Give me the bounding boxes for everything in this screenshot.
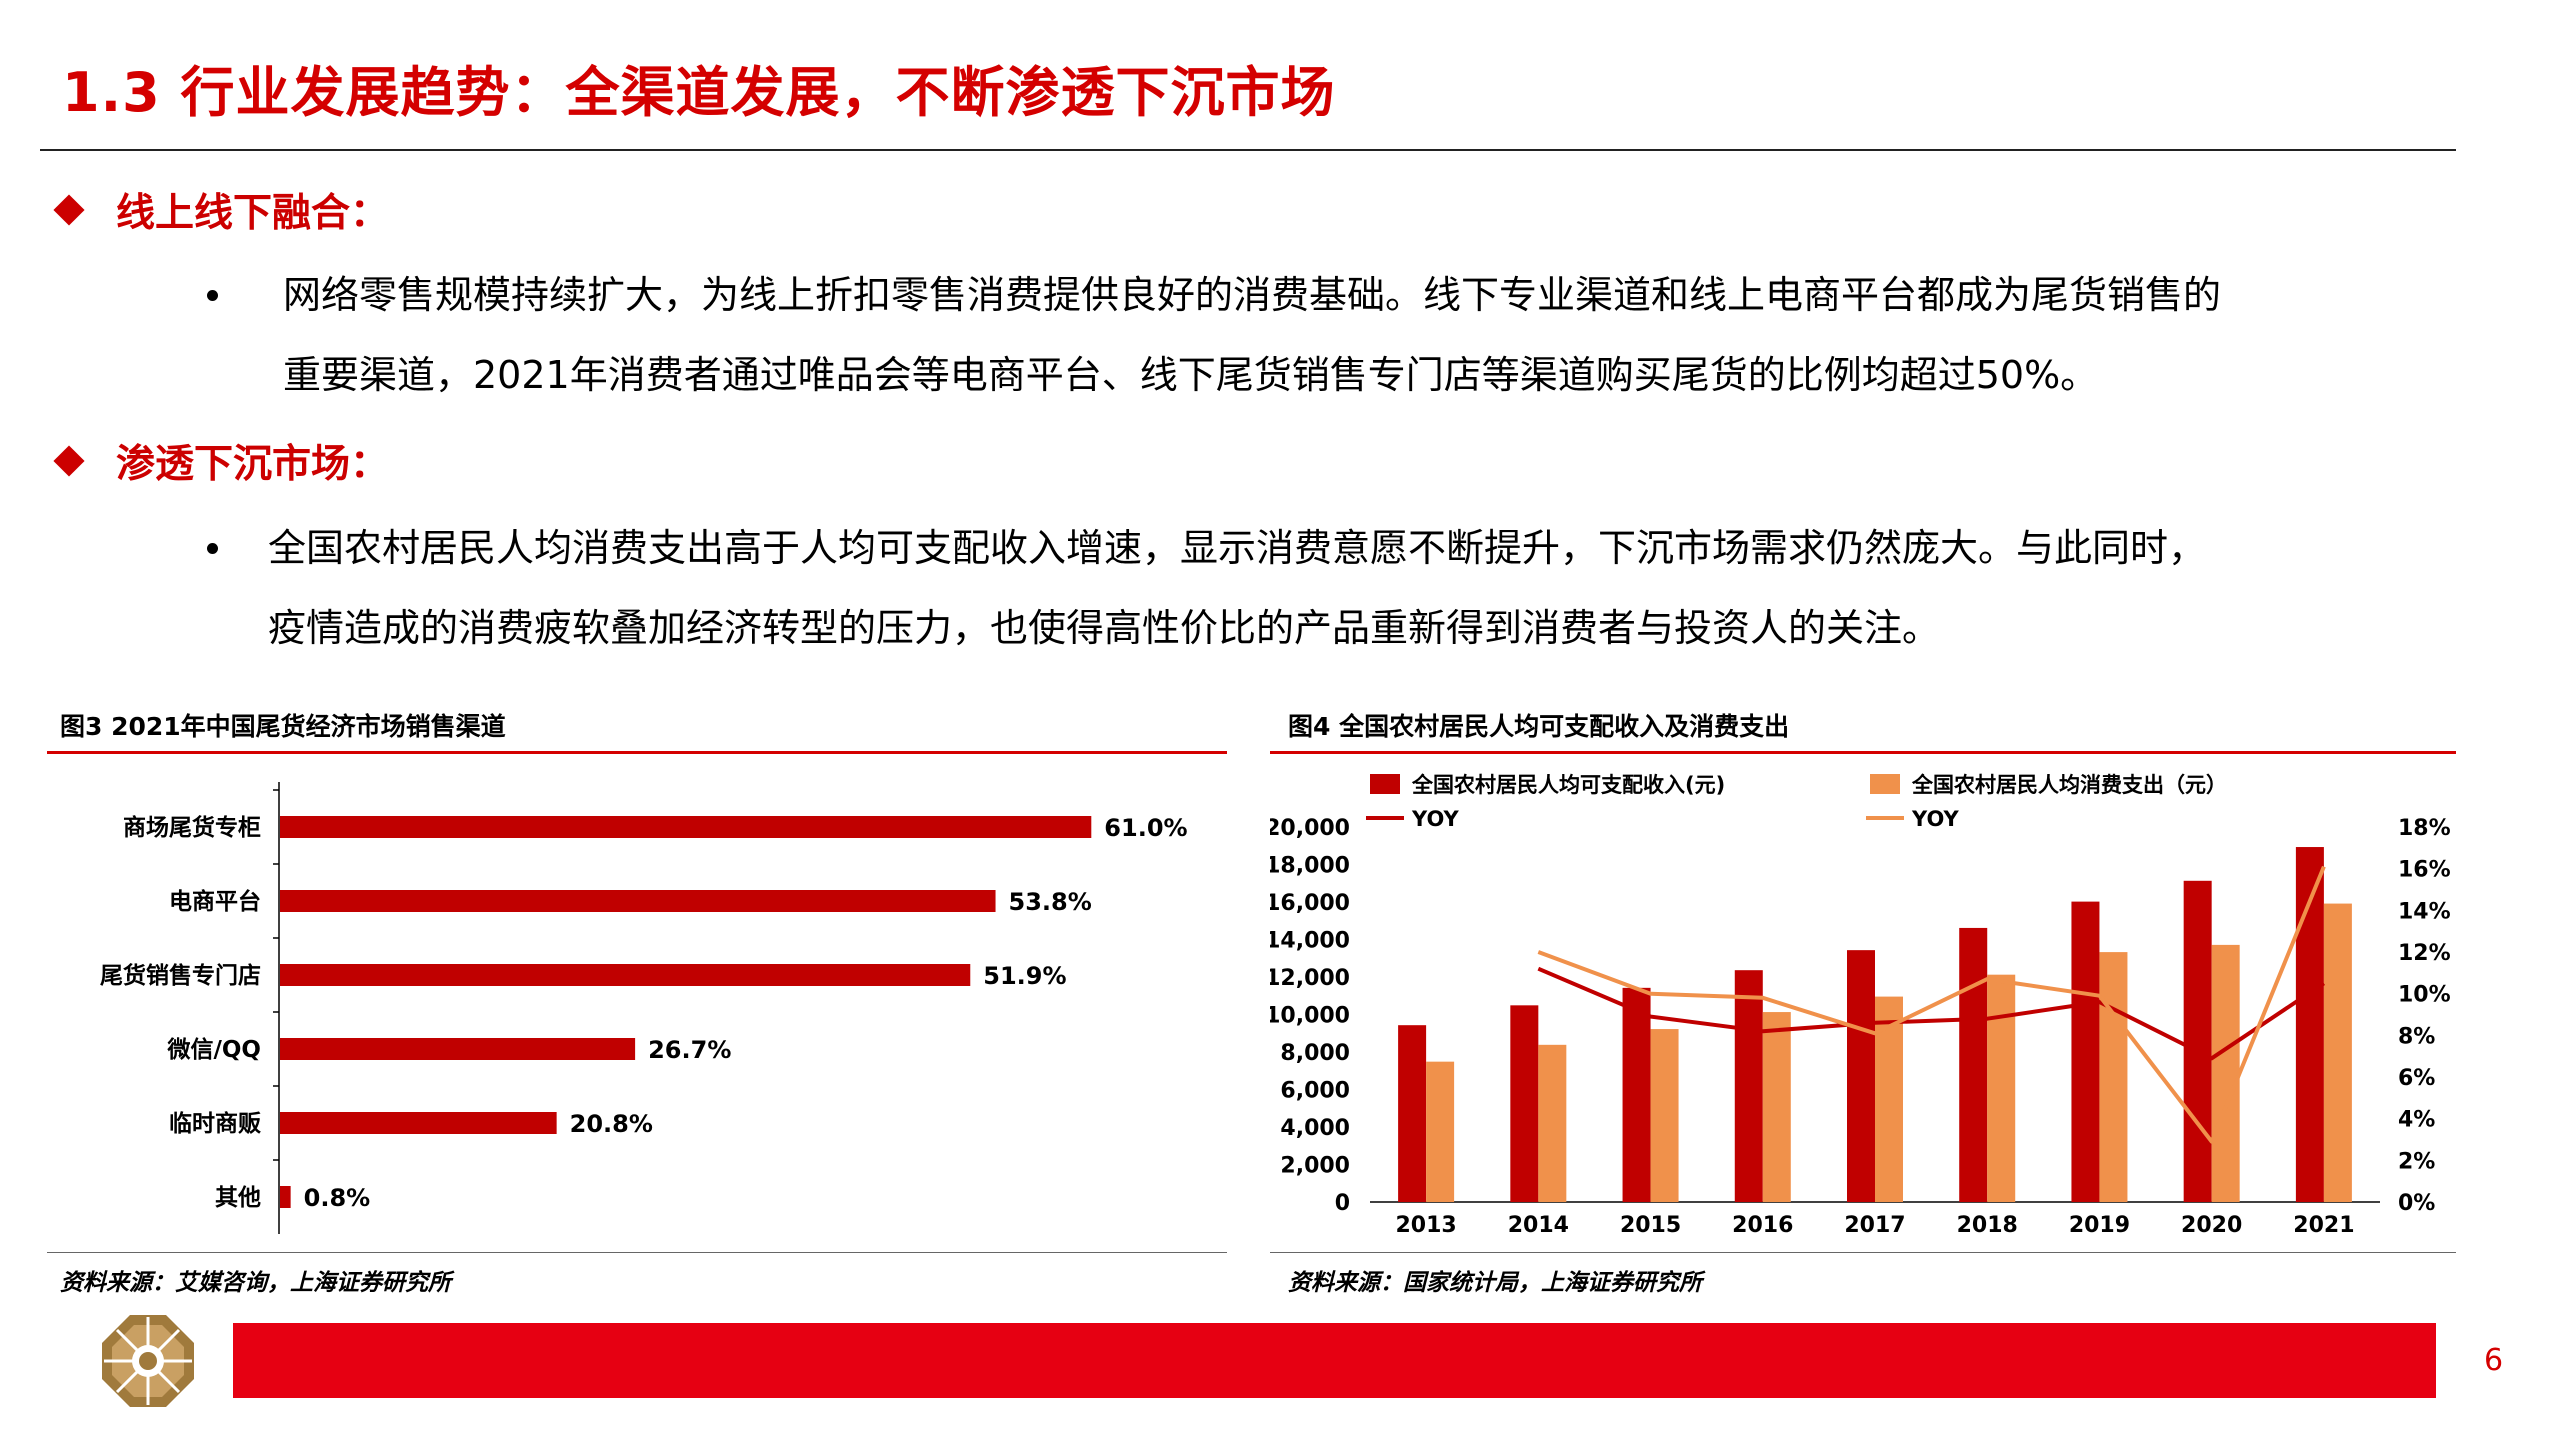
bar bbox=[280, 1112, 557, 1134]
x-axis-tick-label: 2021 bbox=[2293, 1213, 2354, 1238]
value-label: 53.8% bbox=[1009, 888, 1092, 916]
right-axis-tick-label: 0% bbox=[2398, 1191, 2435, 1216]
category-label: 尾货销售专门店 bbox=[100, 962, 261, 989]
left-axis-tick-label: 6,000 bbox=[1280, 1079, 1350, 1104]
legend-label: YOY bbox=[1411, 807, 1460, 831]
bar bbox=[1510, 1005, 1539, 1202]
left-axis-tick-label: 8,000 bbox=[1280, 1041, 1350, 1066]
x-axis-tick-label: 2013 bbox=[1395, 1213, 1456, 1238]
left-axis-tick-label: 14,000 bbox=[1270, 929, 1350, 954]
x-axis-tick-label: 2019 bbox=[2069, 1213, 2130, 1238]
footer-bar bbox=[233, 1323, 2436, 1398]
bar bbox=[1959, 927, 1988, 1202]
bar bbox=[280, 816, 1092, 838]
x-axis-tick-label: 2015 bbox=[1620, 1213, 1681, 1238]
left-axis-tick-label: 12,000 bbox=[1270, 966, 1350, 991]
diamond-bullet-icon bbox=[53, 194, 85, 226]
figure-4-bottom-rule bbox=[1270, 1252, 2456, 1253]
section-1-line-1: 网络零售规模持续扩大，为线上折扣零售消费提供良好的消费基础。线下专业渠道和线上电… bbox=[283, 273, 2222, 317]
right-axis-tick-label: 4% bbox=[2398, 1108, 2435, 1133]
figure-3-top-rule bbox=[47, 751, 1227, 754]
right-axis-tick-label: 14% bbox=[2398, 899, 2451, 924]
right-axis-tick-label: 2% bbox=[2398, 1149, 2435, 1174]
figure-3-bottom-rule bbox=[47, 1252, 1227, 1253]
right-axis-tick-label: 12% bbox=[2398, 941, 2451, 966]
bar bbox=[280, 964, 971, 986]
bar bbox=[1622, 987, 1651, 1202]
left-axis-tick-label: 18,000 bbox=[1270, 854, 1350, 879]
bullet-dot-icon bbox=[207, 543, 218, 554]
value-label: 0.8% bbox=[304, 1184, 371, 1212]
x-axis-tick-label: 2017 bbox=[1844, 1213, 1905, 1238]
right-axis-tick-label: 10% bbox=[2398, 983, 2451, 1008]
category-label: 微信/QQ bbox=[166, 1036, 261, 1063]
section-1-line-2: 重要渠道，2021年消费者通过唯品会等电商平台、线下尾货销售专门店等渠道购买尾货… bbox=[283, 353, 2099, 397]
figure-4-title: 图4 全国农村居民人均可支配收入及消费支出 bbox=[1288, 712, 1790, 741]
diamond-bullet-icon bbox=[53, 445, 85, 477]
slide-title: 1.3 行业发展趋势：全渠道发展，不断渗透下沉市场 bbox=[62, 61, 1336, 124]
right-axis-tick-label: 6% bbox=[2398, 1066, 2435, 1091]
category-label: 电商平台 bbox=[169, 888, 261, 915]
x-axis-tick-label: 2014 bbox=[1508, 1213, 1569, 1238]
figure-4-top-rule bbox=[1270, 751, 2456, 754]
left-axis-tick-label: 4,000 bbox=[1280, 1116, 1350, 1141]
legend-swatch bbox=[1870, 774, 1900, 794]
value-label: 26.7% bbox=[648, 1036, 731, 1064]
category-label: 商场尾货专柜 bbox=[123, 814, 261, 841]
x-axis-tick-label: 2018 bbox=[1957, 1213, 2018, 1238]
left-axis-tick-label: 0 bbox=[1335, 1191, 1350, 1216]
left-axis-tick-label: 2,000 bbox=[1280, 1154, 1350, 1179]
section-2-line-2: 疫情造成的消费疲软叠加经济转型的压力，也使得高性价比的产品重新得到消费者与投资人… bbox=[268, 606, 1941, 650]
left-axis-tick-label: 16,000 bbox=[1270, 891, 1350, 916]
bar bbox=[2099, 952, 2128, 1202]
title-divider bbox=[40, 149, 2456, 151]
legend-label: 全国农村居民人均可支配收入(元) bbox=[1411, 773, 1725, 797]
value-label: 20.8% bbox=[570, 1110, 653, 1138]
bar bbox=[280, 890, 996, 912]
x-axis-tick-label: 2016 bbox=[1732, 1213, 1793, 1238]
bar bbox=[1734, 970, 1763, 1202]
category-label: 临时商贩 bbox=[169, 1110, 261, 1137]
section-heading-1-text: 线上线下融合： bbox=[116, 191, 390, 236]
bar bbox=[1398, 1025, 1427, 1202]
page-number: 6 bbox=[2484, 1343, 2504, 1378]
legend-label: 全国农村居民人均消费支出（元） bbox=[1911, 773, 2227, 797]
value-label: 61.0% bbox=[1104, 814, 1187, 842]
x-axis-tick-label: 2020 bbox=[2181, 1213, 2242, 1238]
right-axis-tick-label: 8% bbox=[2398, 1024, 2435, 1049]
section-2-line-1: 全国农村居民人均消费支出高于人均可支配收入增速，显示消费意愿不断提升，下沉市场需… bbox=[268, 526, 2207, 570]
bar bbox=[2183, 880, 2212, 1202]
rural-income-chart: 0 2,000 4,000 6,000 8,000 10,000 12,000 14,000 1… bbox=[1270, 773, 2451, 1238]
yoy-line bbox=[1537, 865, 2326, 1144]
section-heading-2: 渗透下沉市场： bbox=[50, 433, 389, 489]
section-heading-1: 线上线下融合： bbox=[50, 182, 389, 238]
bar bbox=[2323, 903, 2352, 1202]
bar bbox=[2211, 944, 2240, 1202]
bar bbox=[1650, 1029, 1679, 1202]
right-axis-tick-label: 18% bbox=[2398, 816, 2451, 841]
figure-4-source: 资料来源：国家统计局，上海证券研究所 bbox=[1288, 1270, 1702, 1296]
bar bbox=[1538, 1044, 1567, 1202]
right-axis-tick-label: 16% bbox=[2398, 858, 2451, 883]
bar bbox=[1987, 974, 2016, 1202]
gold-octagon-logo-icon bbox=[102, 1315, 194, 1407]
left-axis-tick-label: 10,000 bbox=[1270, 1004, 1350, 1029]
legend-swatch bbox=[1370, 774, 1400, 794]
bar bbox=[1762, 1012, 1791, 1202]
bar bbox=[280, 1186, 291, 1208]
bar bbox=[1426, 1061, 1455, 1202]
value-label: 51.9% bbox=[983, 962, 1066, 990]
left-axis-tick-label: 20,000 bbox=[1270, 816, 1350, 841]
channel-bar-chart: 商场尾货专柜 61.0% 电商平台 53.8% 尾货销售专门店 51.9% 微信/QQ 26.… bbox=[100, 782, 1188, 1234]
bar bbox=[2071, 901, 2100, 1202]
bullet-dot-icon bbox=[207, 290, 218, 301]
section-heading-2-text: 渗透下沉市场： bbox=[116, 442, 390, 487]
bar bbox=[1847, 950, 1875, 1202]
figure-3-title: 图3 2021年中国尾货经济市场销售渠道 bbox=[60, 712, 506, 741]
category-label: 其他 bbox=[215, 1185, 261, 1211]
figure-3-source: 资料来源：艾媒咨询，上海证券研究所 bbox=[60, 1270, 451, 1296]
legend-label: YOY bbox=[1911, 807, 1960, 831]
yoy-line bbox=[1537, 966, 2326, 1061]
bar bbox=[280, 1038, 636, 1060]
